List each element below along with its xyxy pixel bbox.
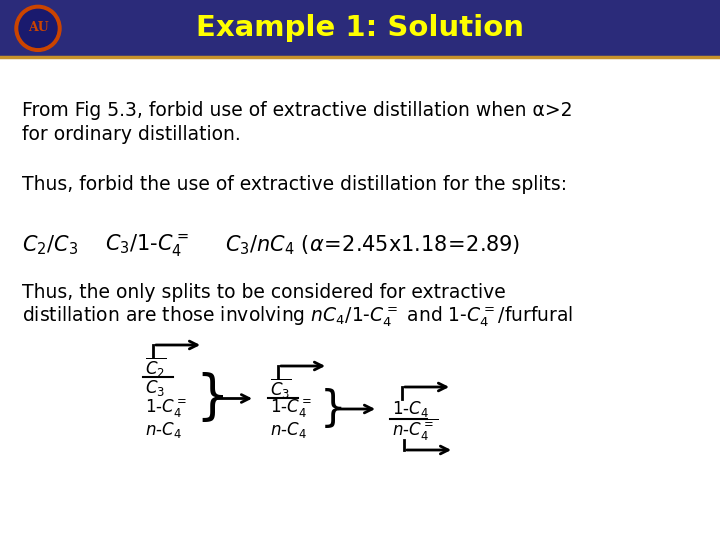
Text: $\overline{C_2}$: $\overline{C_2}$ [145,355,166,379]
Text: $\overline{n\text{-}C_4^=}$: $\overline{n\text{-}C_4^=}$ [392,417,438,443]
Text: Thus, the only splits to be considered for extractive: Thus, the only splits to be considered f… [22,282,505,301]
Text: $C_3/1\text{-}C_4^=$: $C_3/1\text{-}C_4^=$ [105,232,189,258]
Text: Example 1: Solution: Example 1: Solution [196,15,524,42]
Text: $1\text{-}C_4^=$: $1\text{-}C_4^=$ [145,398,187,420]
Text: $1\text{-}C_4^=$: $1\text{-}C_4^=$ [270,398,312,420]
Text: }: } [195,373,229,424]
Text: Thus, forbid the use of extractive distillation for the splits:: Thus, forbid the use of extractive disti… [22,176,567,194]
Text: distillation are those involving $nC_4/1\text{-}C_4^=$ and $1\text{-}C_4^=$/furf: distillation are those involving $nC_4/1… [22,305,573,329]
Text: $n\text{-}C_4$: $n\text{-}C_4$ [145,420,182,440]
Text: }: } [320,388,346,430]
Text: $C_3/nC_4\ (\alpha\!=\!2.45\text{x}1.18\!=\!2.89)$: $C_3/nC_4\ (\alpha\!=\!2.45\text{x}1.18\… [225,233,521,257]
Text: $1\text{-}C_4$: $1\text{-}C_4$ [392,399,429,419]
Circle shape [19,9,57,48]
Circle shape [15,5,61,51]
Text: AU: AU [27,21,48,34]
Text: $C_3$: $C_3$ [145,378,165,398]
Text: for ordinary distillation.: for ordinary distillation. [22,125,240,145]
Text: $\overline{C_3}$: $\overline{C_3}$ [270,376,292,400]
Text: From Fig 5.3, forbid use of extractive distillation when α>2: From Fig 5.3, forbid use of extractive d… [22,100,572,119]
Text: $C_2/C_3$: $C_2/C_3$ [22,233,78,257]
Bar [0,0,720,57]
Text: $n\text{-}C_4$: $n\text{-}C_4$ [270,420,307,440]
